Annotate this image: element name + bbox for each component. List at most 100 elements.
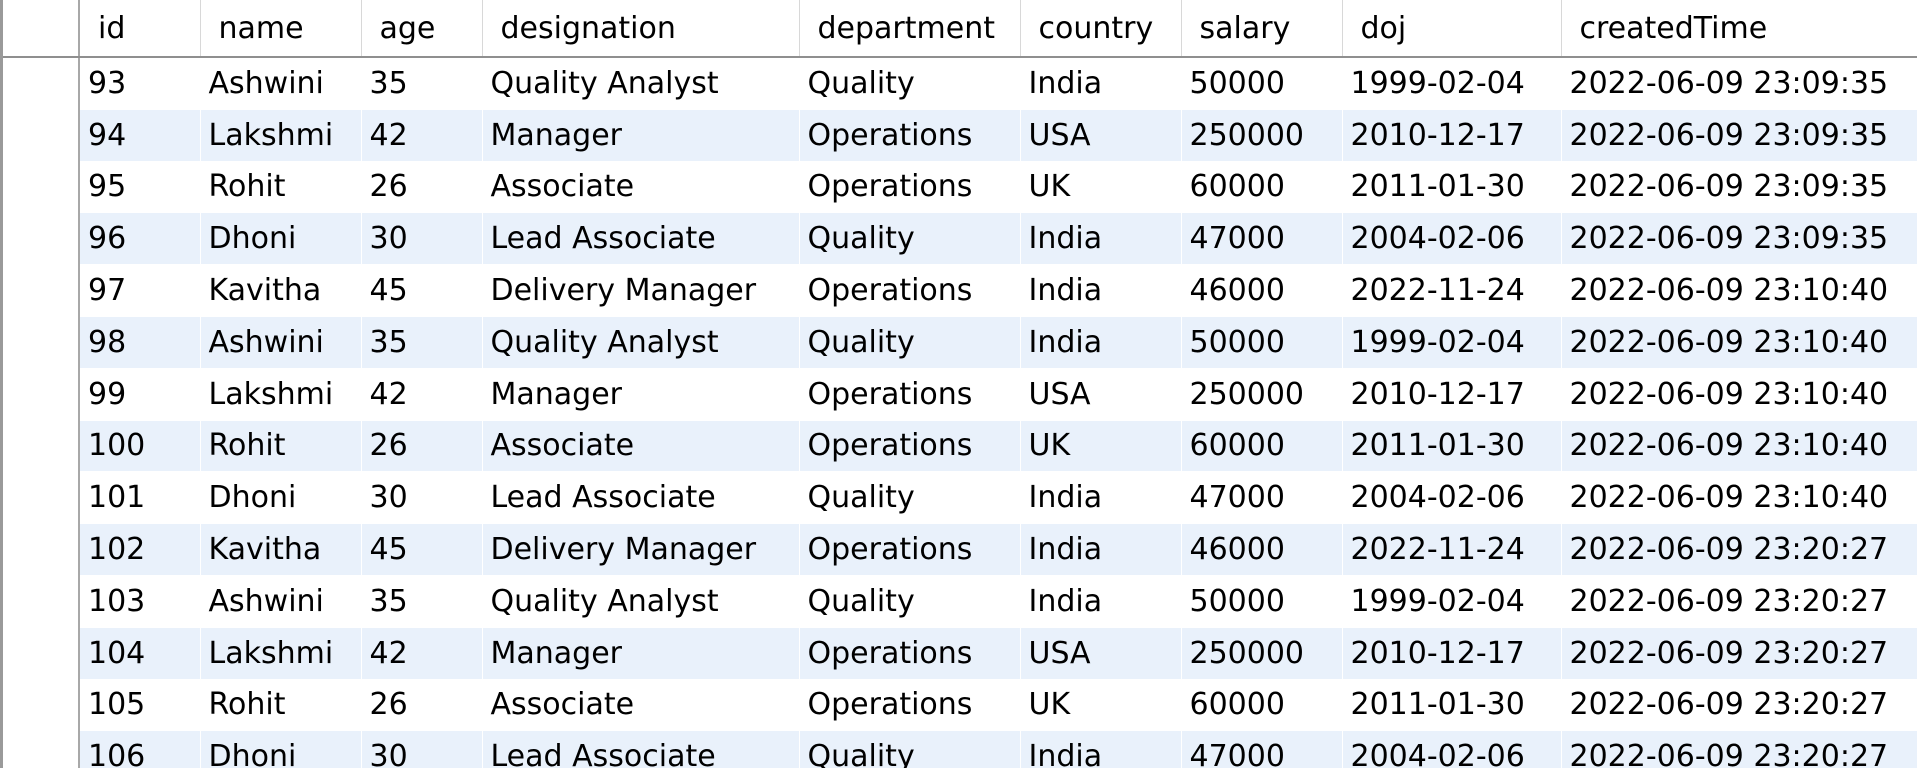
cell-designation[interactable]: Associate: [482, 420, 800, 473]
cell-salary[interactable]: 250000: [1181, 627, 1343, 680]
cell-id[interactable]: 101: [79, 471, 201, 525]
cell-doj[interactable]: 2011-01-30: [1342, 161, 1562, 214]
cell-id[interactable]: 95: [79, 161, 201, 214]
table-row[interactable]: 99 Lakshmi 42 Manager Operations USA 250000 201…: [3, 368, 1917, 421]
cell-designation[interactable]: Lead Associate: [482, 212, 800, 266]
cell-id[interactable]: 103: [79, 575, 201, 628]
cell-country[interactable]: UK: [1020, 420, 1182, 473]
cell-createdtime[interactable]: 2022-06-09 23:09:35: [1561, 109, 1917, 162]
cell-designation[interactable]: Associate: [482, 679, 800, 732]
cell-createdtime[interactable]: 2022-06-09 23:20:27: [1561, 575, 1917, 628]
cell-designation[interactable]: Quality Analyst: [482, 575, 800, 628]
cell-age[interactable]: 42: [361, 627, 483, 680]
cell-age[interactable]: 35: [361, 575, 483, 628]
cell-createdtime[interactable]: 2022-06-09 23:20:27: [1561, 523, 1917, 576]
row-selector[interactable]: [3, 523, 80, 576]
row-selector[interactable]: [3, 212, 80, 266]
cell-department[interactable]: Operations: [799, 523, 1021, 576]
row-selector[interactable]: [3, 420, 80, 473]
table-row[interactable]: 105 Rohit 26 Associate Operations UK 60000 2011…: [3, 679, 1917, 732]
cell-department[interactable]: Operations: [799, 368, 1021, 421]
cell-id[interactable]: 97: [79, 264, 201, 317]
row-selector[interactable]: [3, 57, 80, 110]
table-row[interactable]: 96 Dhoni 30 Lead Associate Quality India 47000…: [3, 212, 1917, 266]
cell-doj[interactable]: 2004-02-06: [1342, 730, 1562, 768]
table-row[interactable]: 103 Ashwini 35 Quality Analyst Quality India 5…: [3, 575, 1917, 628]
cell-age[interactable]: 42: [361, 368, 483, 421]
cell-name[interactable]: Rohit: [200, 679, 362, 732]
column-header-country[interactable]: country: [1020, 0, 1182, 58]
cell-name[interactable]: Rohit: [200, 161, 362, 214]
cell-name[interactable]: Dhoni: [200, 471, 362, 525]
cell-country[interactable]: India: [1020, 57, 1182, 110]
cell-age[interactable]: 26: [361, 679, 483, 732]
table-row[interactable]: 106 Dhoni 30 Lead Associate Quality India 4700…: [3, 730, 1917, 768]
cell-country[interactable]: India: [1020, 264, 1182, 317]
cell-id[interactable]: 96: [79, 212, 201, 266]
cell-id[interactable]: 100: [79, 420, 201, 473]
table-row[interactable]: 100 Rohit 26 Associate Operations UK 60000 2011…: [3, 420, 1917, 473]
cell-salary[interactable]: 250000: [1181, 368, 1343, 421]
cell-department[interactable]: Quality: [799, 730, 1021, 768]
cell-salary[interactable]: 46000: [1181, 264, 1343, 317]
cell-createdtime[interactable]: 2022-06-09 23:09:35: [1561, 57, 1917, 110]
cell-department[interactable]: Quality: [799, 471, 1021, 525]
row-selector[interactable]: [3, 109, 80, 162]
cell-designation[interactable]: Lead Associate: [482, 471, 800, 525]
cell-name[interactable]: Lakshmi: [200, 368, 362, 421]
column-header-age[interactable]: age: [361, 0, 483, 58]
cell-country[interactable]: India: [1020, 575, 1182, 628]
table-row[interactable]: 104 Lakshmi 42 Manager Operations USA 250000 20…: [3, 627, 1917, 680]
cell-id[interactable]: 99: [79, 368, 201, 421]
cell-doj[interactable]: 1999-02-04: [1342, 575, 1562, 628]
cell-country[interactable]: UK: [1020, 161, 1182, 214]
cell-salary[interactable]: 250000: [1181, 109, 1343, 162]
cell-name[interactable]: Lakshmi: [200, 109, 362, 162]
cell-age[interactable]: 35: [361, 316, 483, 369]
cell-department[interactable]: Quality: [799, 575, 1021, 628]
row-selector[interactable]: [3, 627, 80, 680]
cell-country[interactable]: USA: [1020, 368, 1182, 421]
cell-designation[interactable]: Delivery Manager: [482, 523, 800, 576]
column-header-salary[interactable]: salary: [1181, 0, 1343, 58]
cell-age[interactable]: 26: [361, 161, 483, 214]
cell-salary[interactable]: 46000: [1181, 523, 1343, 576]
cell-doj[interactable]: 2004-02-06: [1342, 212, 1562, 266]
cell-salary[interactable]: 47000: [1181, 730, 1343, 768]
row-selector-header[interactable]: [3, 0, 80, 58]
cell-createdtime[interactable]: 2022-06-09 23:20:27: [1561, 679, 1917, 732]
cell-designation[interactable]: Manager: [482, 368, 800, 421]
cell-id[interactable]: 104: [79, 627, 201, 680]
cell-department[interactable]: Operations: [799, 627, 1021, 680]
row-selector[interactable]: [3, 471, 80, 525]
cell-createdtime[interactable]: 2022-06-09 23:10:40: [1561, 368, 1917, 421]
row-selector[interactable]: [3, 264, 80, 317]
table-row[interactable]: 101 Dhoni 30 Lead Associate Quality India 4700…: [3, 471, 1917, 525]
cell-department[interactable]: Quality: [799, 212, 1021, 266]
table-row[interactable]: 93 Ashwini 35 Quality Analyst Quality India 50…: [3, 57, 1917, 110]
cell-name[interactable]: Dhoni: [200, 212, 362, 266]
cell-country[interactable]: India: [1020, 730, 1182, 768]
cell-department[interactable]: Quality: [799, 316, 1021, 369]
cell-id[interactable]: 98: [79, 316, 201, 369]
cell-createdtime[interactable]: 2022-06-09 23:09:35: [1561, 212, 1917, 266]
cell-department[interactable]: Operations: [799, 109, 1021, 162]
cell-name[interactable]: Ashwini: [200, 575, 362, 628]
cell-createdtime[interactable]: 2022-06-09 23:20:27: [1561, 730, 1917, 768]
cell-createdtime[interactable]: 2022-06-09 23:10:40: [1561, 471, 1917, 525]
column-header-id[interactable]: id: [79, 0, 201, 58]
cell-id[interactable]: 102: [79, 523, 201, 576]
cell-department[interactable]: Operations: [799, 161, 1021, 214]
row-selector[interactable]: [3, 316, 80, 369]
column-header-createdtime[interactable]: createdTime: [1561, 0, 1917, 58]
cell-id[interactable]: 94: [79, 109, 201, 162]
cell-salary[interactable]: 60000: [1181, 161, 1343, 214]
cell-age[interactable]: 26: [361, 420, 483, 473]
cell-designation[interactable]: Manager: [482, 109, 800, 162]
column-header-name[interactable]: name: [200, 0, 362, 58]
cell-name[interactable]: Kavitha: [200, 264, 362, 317]
cell-doj[interactable]: 1999-02-04: [1342, 316, 1562, 369]
table-row[interactable]: 94 Lakshmi 42 Manager Operations USA 250000 201…: [3, 109, 1917, 162]
cell-department[interactable]: Operations: [799, 679, 1021, 732]
cell-name[interactable]: Lakshmi: [200, 627, 362, 680]
